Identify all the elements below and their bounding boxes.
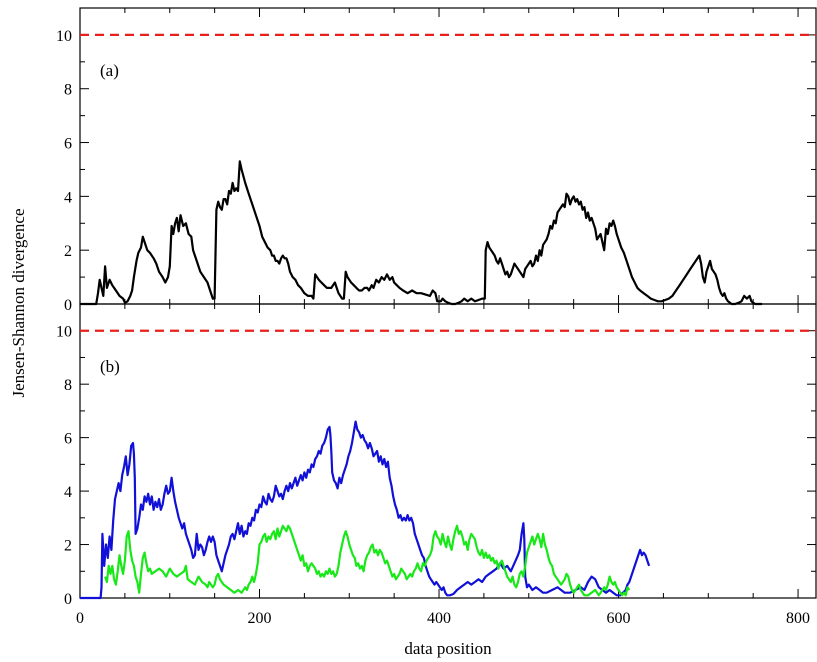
- y-tick-label: 10: [56, 324, 72, 341]
- panel-label: (b): [100, 357, 120, 376]
- y-tick-label: 8: [64, 377, 72, 394]
- series-line-b-1: [80, 420, 651, 600]
- x-tick-label: 600: [607, 610, 631, 627]
- y-tick-label: 6: [64, 431, 72, 448]
- y-tick-label: 10: [56, 28, 72, 45]
- x-tick-label: 200: [248, 610, 272, 627]
- series-line-a-1: [80, 160, 763, 306]
- x-tick-label: 800: [786, 610, 810, 627]
- y-tick-label: 8: [64, 82, 72, 99]
- panel-label: (a): [100, 61, 119, 80]
- y-tick-label: 0: [64, 297, 72, 314]
- y-tick-label: 6: [64, 136, 72, 153]
- series-line-b-2: [104, 524, 631, 597]
- panel-frame-a: [79, 7, 817, 305]
- y-tick-label: 2: [64, 243, 72, 260]
- x-tick-label: 400: [427, 610, 451, 627]
- panel-frame-b: [79, 303, 817, 599]
- y-axis-label: Jensen-Shannon divergence: [9, 209, 28, 398]
- y-tick-label: 4: [64, 189, 72, 206]
- x-tick-label: 0: [76, 610, 84, 627]
- y-tick-label: 0: [64, 591, 72, 608]
- x-axis-label: data position: [404, 639, 492, 658]
- y-tick-label: 2: [64, 538, 72, 555]
- y-tick-label: 4: [64, 484, 72, 501]
